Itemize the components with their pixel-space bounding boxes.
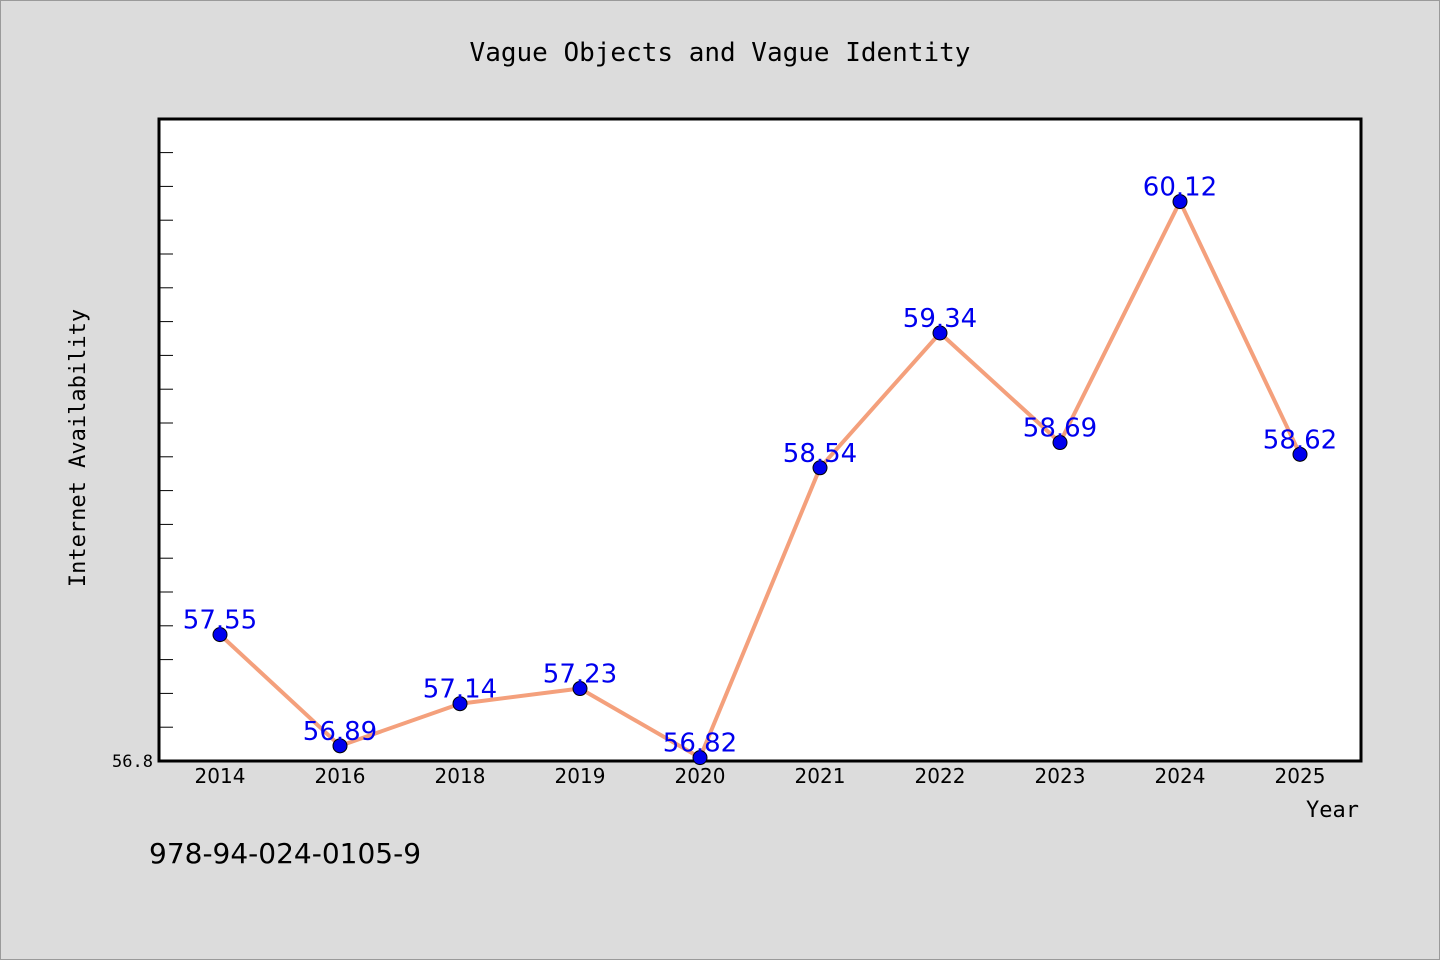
- y-tick-label: 56.8: [112, 752, 153, 772]
- series-line: [218, 199, 1302, 760]
- isbn-annotation: 978-94-024-0105-9: [149, 837, 421, 870]
- chart-title: Vague Objects and Vague Identity: [470, 38, 971, 68]
- data-label: 58.62: [1263, 425, 1337, 455]
- x-tick-labels: 2014 2016 2018 2019 2020 2021 2022 2023 2024 2025: [195, 764, 1326, 788]
- data-label: 59.34: [903, 304, 977, 334]
- data-point: [452, 696, 468, 712]
- x-tick-label: 2023: [1035, 764, 1086, 788]
- data-labels: 57.55 56.89 57.14 57.23 56.82 58.54 59.34 58.69…: [183, 173, 1337, 759]
- data-point: [1052, 435, 1068, 451]
- x-tick-label: 2020: [675, 764, 726, 788]
- data-label: 58.54: [783, 439, 857, 469]
- x-tick-label: 2024: [1155, 764, 1206, 788]
- data-label: 57.23: [543, 660, 617, 690]
- data-label: 60.12: [1143, 173, 1217, 203]
- data-point: [932, 325, 948, 341]
- data-label: 58.69: [1023, 414, 1097, 444]
- data-label: 56.82: [663, 729, 737, 759]
- data-point: [1172, 194, 1188, 210]
- x-tick-label: 2022: [915, 764, 966, 788]
- x-tick-label: 2019: [555, 764, 606, 788]
- x-tick-label: 2014: [195, 764, 246, 788]
- x-tick-label: 2021: [795, 764, 846, 788]
- y-minor-ticks: [159, 152, 173, 728]
- data-point: [692, 750, 708, 766]
- y-tick-labels: 56.8: [112, 752, 153, 772]
- data-label: 56.89: [303, 717, 377, 747]
- x-tick-label: 2018: [435, 764, 486, 788]
- plot-area: [157, 117, 1363, 763]
- data-label: 57.55: [183, 606, 257, 636]
- data-point: [212, 627, 228, 643]
- data-label: 57.14: [423, 675, 497, 705]
- x-tick-label: 2025: [1275, 764, 1326, 788]
- series-group: 57.55 56.89 57.14 57.23 56.82 58.54 59.34 58.69…: [183, 173, 1337, 766]
- data-point: [572, 681, 588, 697]
- y-axis-label: Internet Availability: [66, 309, 91, 587]
- x-axis-label: Year: [1306, 798, 1359, 823]
- data-point: [812, 460, 828, 476]
- data-point: [1292, 446, 1308, 462]
- x-tick-label: 2016: [315, 764, 366, 788]
- data-point: [332, 738, 348, 754]
- data-markers: [212, 194, 1308, 766]
